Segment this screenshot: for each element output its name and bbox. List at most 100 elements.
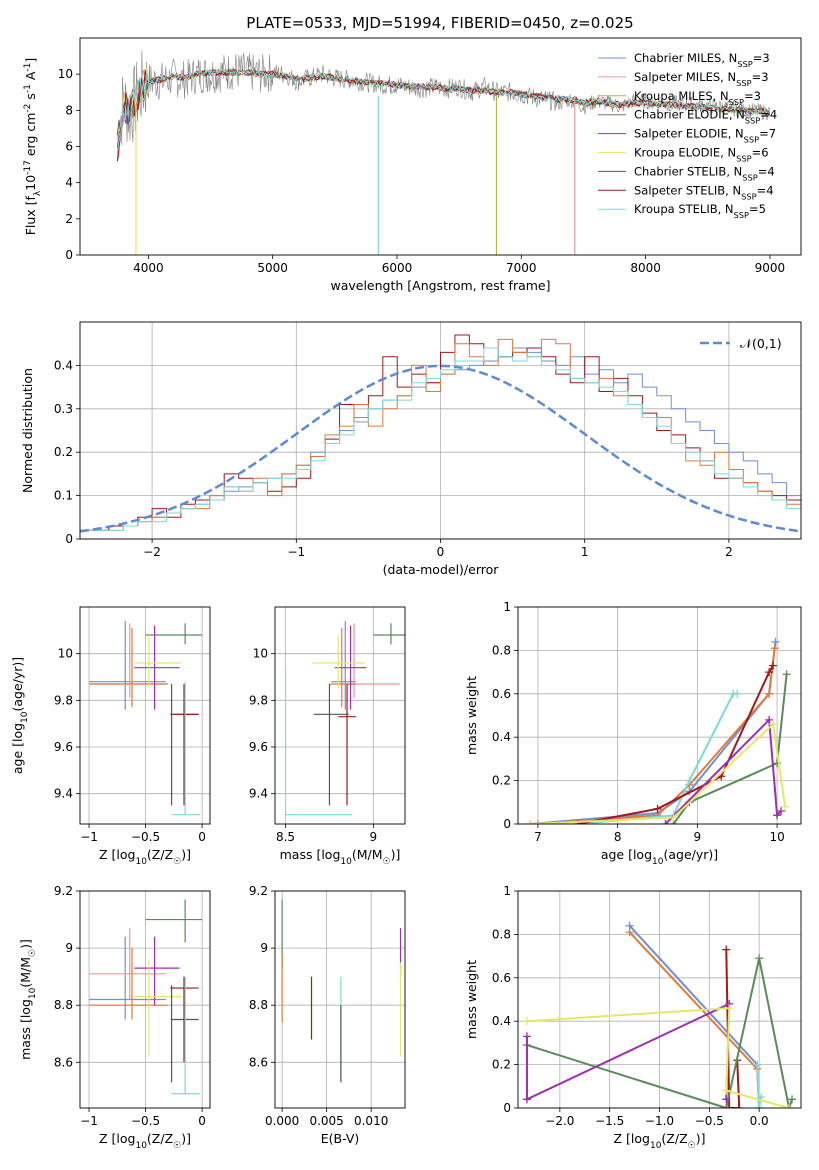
histogram-chabrier_miles: [80, 347, 801, 539]
series-marker: [722, 1104, 731, 1108]
series-marker: [625, 928, 634, 937]
y-tick-label: 9.6: [54, 740, 73, 754]
panel-residuals: −2 −1 0 1 2 0 0.1 0.2 0.3 0.4 (data-model)/error No…: [20, 321, 802, 577]
x-tick-label: 8000: [630, 261, 661, 275]
x-tick-label: −0.5: [131, 1114, 160, 1128]
x-tick-label: −0.5: [695, 1114, 724, 1128]
y-tick-label: 9.8: [54, 693, 73, 707]
series-marker: [522, 1095, 531, 1104]
x-tick-label: −1.5: [595, 1114, 624, 1128]
y-axis-label: mass weight: [464, 960, 479, 1039]
panel-age_vs_Z: −1 −0.5 0 9.4 9.6 9.8 10 Z [log10(Z/Z☉)] age [lo…: [10, 606, 211, 867]
x-axis-label: (data-model)/error: [383, 562, 500, 577]
series-marker: [653, 804, 662, 813]
y-axis-label: mass [log10(M/M☉)]: [18, 939, 38, 1060]
y-tick-label: 10: [253, 647, 268, 661]
x-tick-label: 7: [534, 830, 542, 844]
y-tick-label: 8.8: [54, 998, 73, 1012]
x-tick-label: 0: [198, 830, 206, 844]
panel-massweight_vs_age: 7 8 9 10 0 0.2 0.4 0.6 0.8 1 age [log10(age/yr)] ma…: [464, 600, 802, 867]
legend-label: 𝒩(0,1): [740, 336, 782, 351]
series-line-kroupa_elodie: [529, 722, 787, 824]
series-marker: [765, 689, 774, 698]
y-tick-label: 8.6: [54, 1055, 73, 1069]
plot-area: [525, 637, 791, 824]
y-tick-label: 0.1: [54, 489, 73, 503]
y-tick-label: 10: [58, 67, 73, 81]
y-tick-label: 9: [65, 941, 73, 955]
series-marker: [522, 1032, 531, 1041]
y-tick-label: 0.6: [492, 971, 511, 985]
x-tick-label: 0: [198, 1114, 206, 1128]
axes-frame: [517, 890, 802, 1109]
y-tick-label: 8.8: [249, 998, 268, 1012]
y-tick-label: 6: [65, 140, 73, 154]
x-tick-label: −1: [80, 830, 98, 844]
x-axis-label: Z [log10(Z/Z☉)]: [614, 1131, 706, 1151]
legend-label: Kroupa MILES, NSSP=3: [634, 89, 761, 107]
y-axis-label: mass weight: [464, 676, 479, 755]
series-line-kroupa_elodie: [526, 1007, 790, 1108]
plot-area: [89, 899, 203, 1095]
panel-massweight_vs_Z: −2.0 −1.5 −1.0 −0.5 0.0 0 0.2 0.4 0.6 0.8 1 Z [log1…: [464, 884, 802, 1151]
legend-label: Salpeter ELODIE, NSSP=7: [634, 127, 776, 145]
x-tick-label: 0.000: [265, 1114, 299, 1128]
y-axis-label: Normed distribution: [20, 368, 35, 493]
x-axis-label: wavelength [Angstrom, rest frame]: [330, 278, 550, 293]
y-tick-label: 0: [65, 532, 73, 546]
x-axis-label: Z [log10(Z/Z☉)]: [99, 1131, 191, 1151]
series-line-chabrier_miles: [529, 641, 777, 824]
series-marker: [769, 720, 778, 729]
y-tick-label: 1: [503, 884, 511, 898]
series-line-salpeter_elodie: [525, 1002, 731, 1101]
x-tick-label: 9000: [755, 261, 786, 275]
axes-frame: [79, 37, 802, 256]
y-tick-label: 9.8: [249, 693, 268, 707]
x-tick-label: −1: [287, 545, 305, 559]
x-tick-label: −1: [80, 1114, 98, 1128]
x-tick-label: 9: [694, 830, 702, 844]
series-marker: [765, 668, 774, 677]
x-axis-label: age [log10(age/yr)]: [601, 847, 718, 867]
y-axis-label: age [log10(age/yr)]: [10, 657, 30, 774]
x-tick-label: 5000: [257, 261, 288, 275]
x-tick-label: 0.0: [750, 1114, 769, 1128]
x-tick-label: 9: [370, 830, 378, 844]
y-tick-label: 0.3: [54, 402, 73, 416]
model-line-kroupa_stelib: [116, 68, 771, 155]
y-tick-label: 0.2: [492, 774, 511, 788]
axes-frame: [79, 606, 211, 825]
figure-title: PLATE=0533, MJD=51994, FIBERID=0450, z=0…: [246, 14, 633, 32]
x-axis-label: E(B-V): [321, 1131, 360, 1146]
x-tick-label: 8.5: [276, 830, 295, 844]
histogram-kroupa_stelib: [80, 347, 801, 539]
series-marker: [755, 954, 764, 963]
x-tick-label: 0.010: [354, 1114, 388, 1128]
series-marker: [781, 802, 790, 811]
plot-area: [284, 621, 405, 816]
series-marker: [735, 1104, 744, 1108]
panel-mass_vs_Z: −1 −0.5 0 8.6 8.8 9 9.2 Z [log10(Z/Z☉)] mass [lo…: [18, 884, 211, 1151]
x-tick-label: −1.0: [645, 1114, 674, 1128]
y-tick-label: 0.4: [492, 1014, 511, 1028]
axes-frame: [274, 606, 406, 825]
y-tick-label: 0: [65, 248, 73, 262]
series-marker: [733, 689, 742, 698]
y-tick-label: 9.2: [54, 884, 73, 898]
y-tick-label: 9.2: [249, 884, 268, 898]
legend-label: Kroupa STELIB, NSSP=5: [634, 202, 766, 220]
y-tick-label: 0.4: [54, 358, 73, 372]
x-axis-label: Z [log10(Z/Z☉)]: [99, 847, 191, 867]
plot-area: [89, 621, 203, 816]
x-tick-label: −2: [143, 545, 161, 559]
x-tick-label: 0.005: [309, 1114, 343, 1128]
series-marker: [522, 1017, 531, 1026]
y-tick-label: 0.2: [54, 445, 73, 459]
series-marker: [685, 776, 694, 785]
legend-label: Chabrier MILES, NSSP=3: [634, 51, 770, 69]
series-marker: [669, 813, 678, 822]
axes-frame: [517, 606, 802, 825]
x-tick-label: 8: [614, 830, 622, 844]
y-tick-label: 0.2: [492, 1058, 511, 1072]
